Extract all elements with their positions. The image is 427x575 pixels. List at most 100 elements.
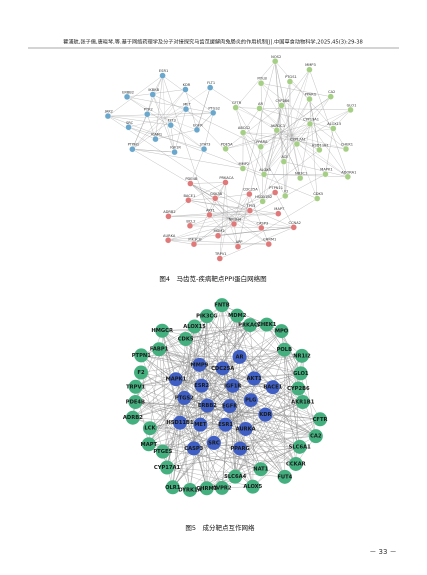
node-label: ADRB2 xyxy=(163,210,175,214)
edge xyxy=(235,61,276,108)
node xyxy=(277,342,292,357)
node xyxy=(182,86,189,93)
node xyxy=(246,190,253,198)
node xyxy=(222,145,229,152)
node xyxy=(242,318,257,333)
edge xyxy=(283,134,293,162)
edge xyxy=(179,324,251,423)
node xyxy=(152,135,159,143)
edge xyxy=(107,115,265,175)
figure-5-caption: 图5 成分靶点互作网络 xyxy=(185,523,255,532)
edge xyxy=(235,107,263,202)
edge xyxy=(265,355,303,415)
edge xyxy=(252,446,300,487)
node-label: NR3C1 xyxy=(295,172,307,176)
node xyxy=(275,210,282,217)
node-label: ESR1 xyxy=(218,422,233,428)
node-label: SLC6A1 xyxy=(289,444,311,450)
node-label: IKBKB xyxy=(148,88,159,92)
citation: 瞿浦航,张子儒,唐晓琴,等.基于网络药理学及分子对接探究马齿苋缓解肉兔肠炎的作用… xyxy=(63,38,363,46)
node-label: CCNA2 xyxy=(289,221,301,225)
page-number: － 33 － xyxy=(369,548,396,556)
node-label: CDK5 xyxy=(313,192,323,196)
node xyxy=(271,189,279,196)
node-label: MET xyxy=(183,103,191,107)
node-label: PTPN11 xyxy=(269,186,283,190)
node xyxy=(186,222,194,229)
node-label: CYP17A1 xyxy=(154,465,181,471)
node-label: BCL2 xyxy=(186,219,195,223)
edge xyxy=(185,324,251,340)
edge xyxy=(276,130,301,179)
node xyxy=(313,412,328,427)
edge xyxy=(158,349,195,449)
edge xyxy=(206,316,215,443)
node-label: TRPV1 xyxy=(214,252,227,256)
node-label: PTGS1 xyxy=(285,75,297,79)
node-label: ADORA1 xyxy=(341,170,356,174)
node-label: CHRM3 xyxy=(196,486,217,492)
edge xyxy=(289,81,310,100)
node-label: TP53 xyxy=(245,204,255,208)
node xyxy=(155,444,170,459)
edge xyxy=(174,109,187,153)
node xyxy=(247,371,262,386)
edge xyxy=(189,225,262,229)
node xyxy=(164,237,172,244)
node xyxy=(253,462,268,477)
node xyxy=(123,93,131,101)
node-label: FUT4 xyxy=(277,474,292,480)
edge xyxy=(249,194,269,245)
node-label: CA2 xyxy=(328,90,335,94)
edge xyxy=(281,330,301,374)
edge xyxy=(148,444,194,449)
edge xyxy=(188,200,279,214)
edge xyxy=(152,94,166,119)
node-label: CFTR xyxy=(313,417,328,423)
edge xyxy=(162,316,208,452)
edge xyxy=(265,414,297,465)
node xyxy=(141,437,156,452)
node-label: ADRB2 xyxy=(123,415,143,421)
edge xyxy=(275,61,284,162)
node xyxy=(238,421,253,436)
node-label: CDK5 xyxy=(178,337,194,343)
node xyxy=(134,348,149,363)
node xyxy=(149,91,156,98)
edge xyxy=(175,379,251,401)
node xyxy=(246,207,254,214)
edge xyxy=(232,385,241,449)
node xyxy=(271,58,279,65)
node-label: OLR1 xyxy=(165,485,181,491)
edge xyxy=(221,305,316,437)
edge xyxy=(168,217,229,241)
node-label: IGF1R xyxy=(224,383,241,389)
node xyxy=(232,104,239,111)
edge xyxy=(128,127,205,150)
node xyxy=(265,380,280,395)
node-label: ALOX5 xyxy=(243,484,262,490)
edge xyxy=(206,419,321,489)
node-label: PRKACA xyxy=(219,176,234,180)
edge xyxy=(333,109,351,129)
node xyxy=(295,395,310,409)
edge xyxy=(209,210,250,216)
edge xyxy=(285,81,291,196)
edge xyxy=(261,83,331,97)
edge xyxy=(242,108,260,133)
figure-4-caption: 图4 马齿苋-疾病靶点PPI蛋白网络图 xyxy=(159,274,266,283)
node-label: ACE xyxy=(281,155,289,159)
edge xyxy=(291,134,301,179)
node-label: FNTB xyxy=(214,303,229,309)
node-label: CFTR xyxy=(232,101,242,105)
edge xyxy=(152,94,175,153)
node-label: BACE1 xyxy=(263,385,282,391)
edge xyxy=(201,315,238,386)
node-label: CHEK1 xyxy=(257,322,277,328)
edge xyxy=(132,89,186,150)
node-label: MDM2 xyxy=(228,313,247,319)
edge xyxy=(193,364,200,449)
node xyxy=(330,125,337,132)
edge xyxy=(203,112,214,150)
edge xyxy=(272,387,300,447)
